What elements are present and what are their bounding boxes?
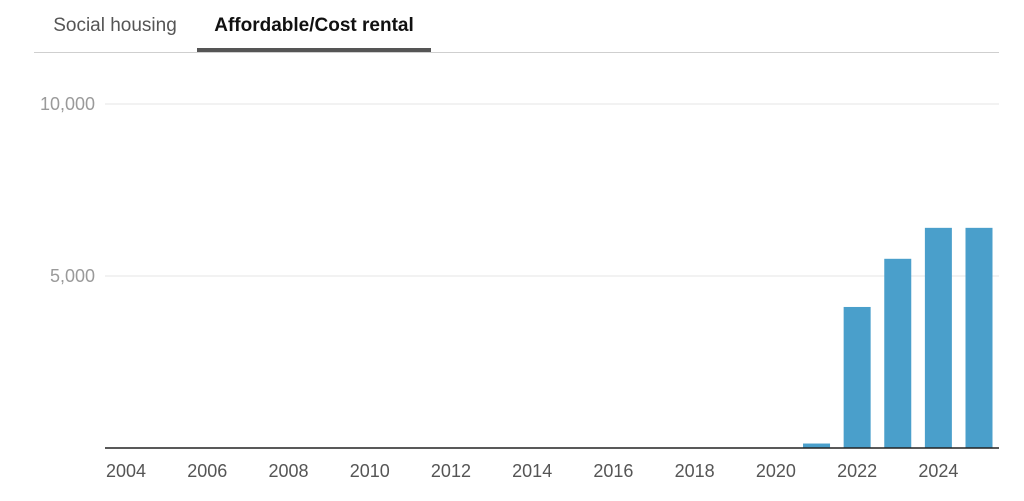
x-tick-label: 2024 <box>918 461 958 481</box>
x-tick-label: 2020 <box>756 461 796 481</box>
tab-social-housing[interactable]: Social housing <box>53 15 177 36</box>
x-axis-tick-labels: 2004 2006 2008 2010 2012 2014 2016 2018 2020 2022… <box>106 461 958 481</box>
x-tick-label: 2016 <box>593 461 633 481</box>
bar-2025[interactable] <box>965 227 993 448</box>
bar-2023[interactable] <box>884 258 912 448</box>
x-tick-label: 2006 <box>187 461 227 481</box>
bars <box>803 227 993 448</box>
x-tick-label: 2010 <box>350 461 390 481</box>
gridlines <box>105 103 999 277</box>
tab-affordable-cost-rental[interactable]: Affordable/Cost rental <box>197 0 431 52</box>
x-tick-label: 2004 <box>106 461 146 481</box>
y-tick-label: 10,000 <box>40 94 95 114</box>
x-tick-label: 2022 <box>837 461 877 481</box>
y-axis-tick-labels: 5,000 10,000 <box>40 94 95 286</box>
x-tick-label: 2008 <box>268 461 308 481</box>
bar-2021[interactable] <box>803 443 831 448</box>
tab-bar: Social housing Affordable/Cost rental <box>34 0 999 53</box>
x-tick-label: 2012 <box>431 461 471 481</box>
x-tick-label: 2018 <box>675 461 715 481</box>
y-tick-label: 5,000 <box>50 266 95 286</box>
bar-2022[interactable] <box>843 306 871 448</box>
bar-2024[interactable] <box>924 227 952 448</box>
x-tick-label: 2014 <box>512 461 552 481</box>
